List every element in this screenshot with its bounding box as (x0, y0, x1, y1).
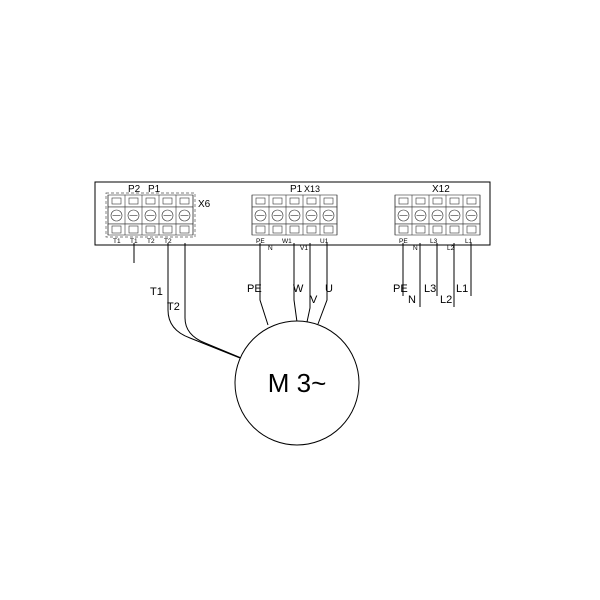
motor-label: M 3~ (268, 368, 327, 398)
header-label-4: X13 (304, 184, 320, 194)
wire-label-8: L3 (424, 283, 436, 295)
pin-label-13: L1 (465, 238, 473, 245)
pin-label-11: L3 (430, 238, 438, 245)
header-label-0: P2 (128, 184, 141, 195)
header-label-3: P1 (290, 184, 303, 195)
wire-label-4: V (310, 294, 318, 306)
wire-label-5: U (325, 283, 333, 295)
pin-label-7: V1 (300, 245, 308, 252)
pin-label-10: N (413, 245, 418, 252)
wire-label-10: L1 (456, 283, 468, 295)
wire-label-2: PE (247, 283, 262, 295)
pin-label-12: L2 (447, 245, 455, 252)
pin-label-5: N (268, 245, 273, 252)
wire-label-1: T2 (167, 301, 180, 313)
pin-label-8: U1 (320, 238, 329, 245)
terminal-block-x13 (252, 195, 337, 235)
header-label-5: X12 (432, 184, 450, 195)
header-label-1: P1 (148, 184, 161, 195)
pin-label-6: W1 (282, 238, 292, 245)
pin-label-1: T2 (147, 238, 155, 245)
pin-label-0: T1 (113, 238, 121, 245)
wire-label-3: W (293, 283, 304, 295)
wire-label-7: N (408, 294, 416, 306)
pin-label-2: T1 (130, 238, 138, 245)
pin-label-4: PE (256, 238, 265, 245)
wire-label-0: T1 (150, 286, 163, 298)
pin-label-9: PE (399, 238, 408, 245)
wire-label-9: L2 (440, 294, 452, 306)
pin-label-3: T2 (164, 238, 172, 245)
header-label-2: X6 (198, 199, 211, 210)
terminal-block-x6 (108, 195, 193, 235)
wire-label-6: PE (393, 283, 408, 295)
terminal-block-x12 (395, 195, 480, 235)
